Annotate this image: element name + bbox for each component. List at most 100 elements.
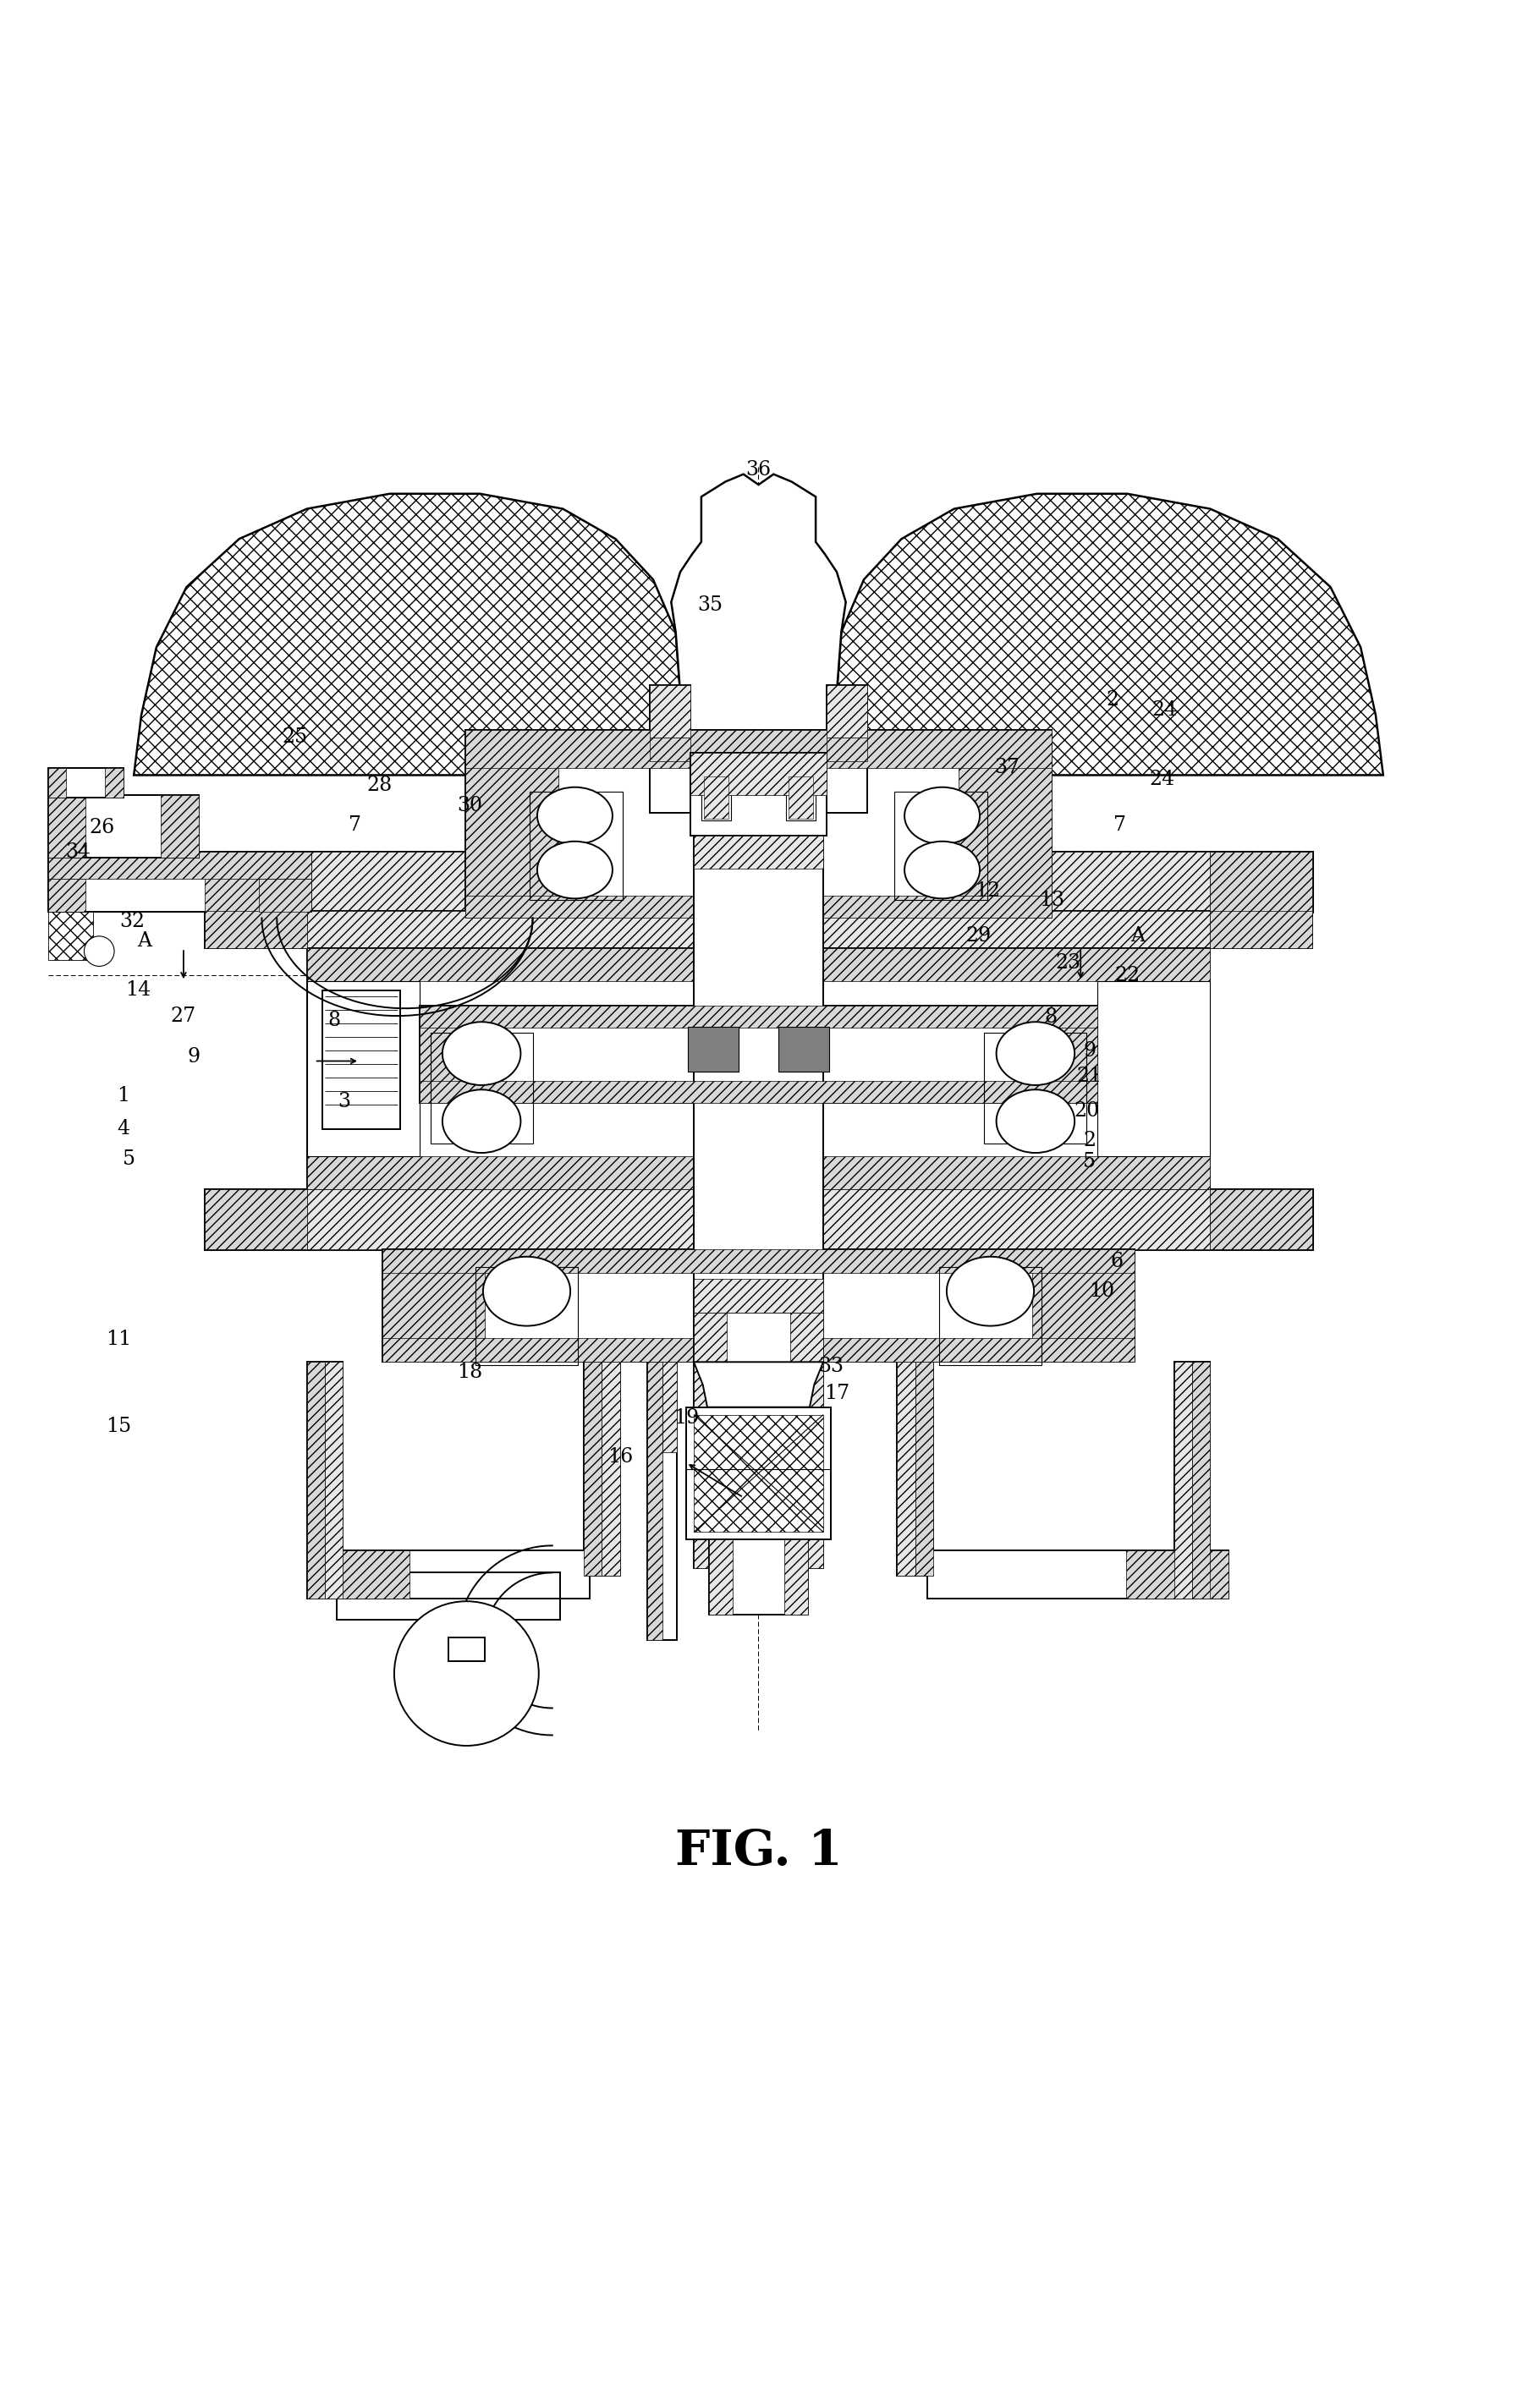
Text: 18: 18 (457, 1363, 482, 1382)
Ellipse shape (443, 1021, 520, 1086)
Bar (205, 852, 1312, 913)
Bar (693, 1413, 824, 1531)
Text: 12: 12 (974, 881, 1000, 901)
Bar (897, 1363, 933, 1575)
Ellipse shape (997, 1021, 1074, 1086)
Bar (49, 913, 93, 961)
Bar (661, 1363, 677, 1452)
Bar (690, 754, 827, 836)
Text: 37: 37 (994, 759, 1019, 778)
Bar (827, 684, 866, 814)
Bar (420, 1007, 1097, 1103)
Bar (420, 1007, 502, 1103)
Bar (306, 1551, 410, 1599)
Text: 30: 30 (457, 795, 482, 814)
Bar (708, 1539, 733, 1616)
Bar (325, 1363, 343, 1599)
Text: 27: 27 (171, 1007, 196, 1026)
Bar (1097, 949, 1211, 1190)
Text: 7: 7 (1113, 814, 1126, 836)
Bar (475, 1267, 578, 1365)
Bar (602, 1363, 620, 1575)
Bar (827, 737, 866, 761)
Text: 17: 17 (824, 1385, 850, 1404)
Polygon shape (133, 494, 680, 775)
Bar (420, 1081, 1097, 1103)
Bar (686, 1406, 831, 1539)
Bar (161, 795, 199, 857)
Text: 24: 24 (1151, 701, 1177, 720)
Ellipse shape (947, 1257, 1035, 1327)
Bar (466, 730, 1051, 768)
Bar (584, 1363, 620, 1575)
Text: 4: 4 (117, 1120, 129, 1139)
Bar (306, 852, 1211, 913)
Ellipse shape (904, 840, 980, 898)
Bar (205, 852, 306, 913)
Text: A: A (137, 932, 152, 951)
Text: FIG. 1: FIG. 1 (675, 1828, 842, 1876)
Bar (306, 1156, 1211, 1190)
Bar (1192, 1363, 1211, 1599)
Circle shape (83, 937, 114, 966)
Bar (687, 1026, 739, 1072)
Bar (1126, 1551, 1229, 1599)
Ellipse shape (537, 840, 613, 898)
Ellipse shape (904, 787, 980, 845)
Bar (789, 778, 813, 819)
Text: 13: 13 (1039, 891, 1065, 910)
Bar (1015, 1007, 1097, 1103)
Bar (985, 1033, 1086, 1144)
Polygon shape (693, 1363, 824, 1406)
Bar (306, 1190, 1211, 1250)
Ellipse shape (443, 1091, 520, 1153)
Text: 2: 2 (1106, 691, 1118, 710)
Bar (205, 910, 1312, 949)
Bar (690, 754, 827, 795)
Bar (337, 1599, 560, 1618)
Bar (306, 1363, 343, 1599)
Bar (1033, 1250, 1135, 1363)
Ellipse shape (482, 1257, 570, 1327)
Bar (786, 775, 816, 821)
Bar (382, 1250, 1135, 1363)
Bar (651, 684, 690, 814)
Ellipse shape (537, 787, 613, 845)
Bar (1174, 1363, 1211, 1599)
Bar (927, 1551, 1229, 1599)
Text: 28: 28 (367, 775, 391, 795)
Bar (337, 1572, 560, 1604)
Text: 23: 23 (1056, 954, 1082, 973)
Text: 21: 21 (1077, 1067, 1103, 1086)
Polygon shape (837, 494, 1384, 775)
Bar (306, 910, 1211, 949)
Bar (648, 1363, 661, 1640)
Bar (205, 1190, 1312, 1250)
Text: 16: 16 (607, 1447, 633, 1466)
Bar (693, 1279, 824, 1312)
Bar (1211, 1190, 1312, 1250)
Text: 24: 24 (1148, 771, 1174, 790)
Bar (49, 879, 85, 913)
Text: 11: 11 (106, 1329, 132, 1348)
Text: 26: 26 (90, 819, 115, 838)
Text: 9: 9 (188, 1047, 200, 1067)
Bar (466, 730, 558, 917)
Text: 9: 9 (1083, 1040, 1097, 1060)
Text: 3: 3 (338, 1091, 350, 1112)
Bar (49, 795, 85, 857)
Bar (49, 768, 67, 797)
Bar (306, 1363, 325, 1599)
Text: 36: 36 (746, 460, 771, 479)
Text: 22: 22 (1115, 966, 1141, 985)
Bar (529, 792, 623, 901)
Bar (1211, 910, 1312, 949)
Bar (49, 852, 311, 879)
Text: A: A (1130, 927, 1145, 946)
Bar (205, 910, 306, 949)
Bar (49, 852, 311, 913)
Bar (466, 730, 1051, 917)
Text: 19: 19 (674, 1409, 699, 1428)
Text: 29: 29 (965, 927, 991, 946)
Bar (382, 1250, 484, 1363)
